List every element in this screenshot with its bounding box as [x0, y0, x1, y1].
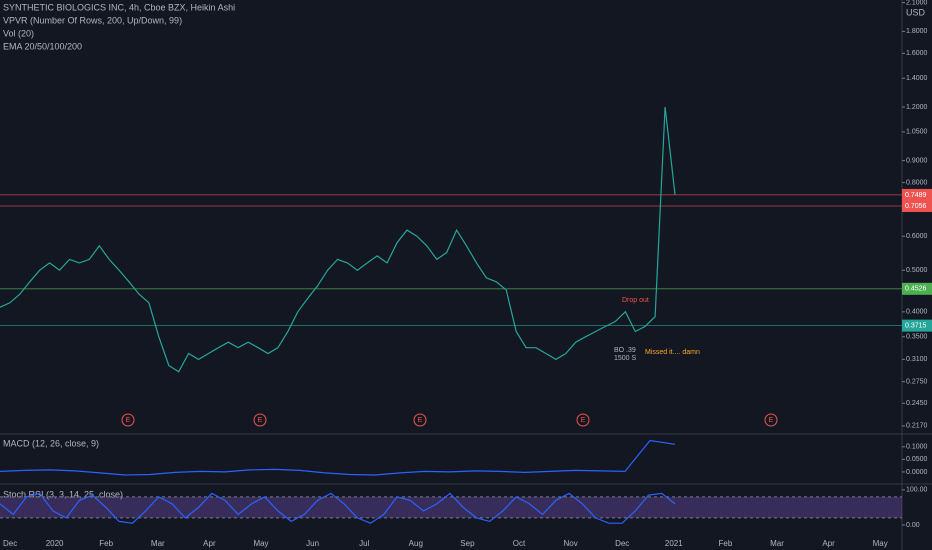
- earnings-marker: E: [258, 417, 263, 424]
- y-tick-label: 0.8000: [906, 179, 928, 186]
- time-label: May: [873, 539, 888, 548]
- y-tick-label: 1.8000: [906, 28, 928, 35]
- price-label: 0.7489: [905, 192, 927, 199]
- price-label: 0.3715: [905, 322, 927, 329]
- time-label: Jun: [306, 539, 319, 548]
- indicator-label: EMA 20/50/100/200: [3, 41, 82, 51]
- annotation: 1500 S: [614, 355, 637, 362]
- time-label: Sep: [460, 539, 475, 548]
- earnings-marker: E: [581, 417, 586, 424]
- time-label: Aug: [409, 539, 423, 548]
- price-label-box: [902, 188, 932, 201]
- time-label: Dec: [3, 539, 17, 548]
- currency: USD: [906, 7, 926, 17]
- time-label: Nov: [563, 539, 577, 548]
- earnings-circle: [576, 413, 590, 427]
- time-label: Oct: [513, 539, 526, 548]
- annotation: Drop out: [622, 297, 649, 304]
- y-tick-label: 0.1000: [906, 444, 928, 451]
- time-label: 2021: [665, 539, 683, 548]
- y-tick-label: 0.0000: [906, 469, 928, 476]
- earnings-marker: E: [126, 417, 131, 424]
- y-tick-label: 0.3100: [906, 356, 928, 363]
- y-tick-label: 0.2170: [906, 423, 928, 430]
- earnings-marker: E: [769, 417, 774, 424]
- price-label-box: [902, 282, 932, 295]
- earnings-markers: E E E E E: [121, 413, 778, 427]
- time-label: Dec: [615, 539, 629, 548]
- y-tick-label: 0.3500: [906, 334, 928, 341]
- y-tick-label: 100.00: [906, 487, 928, 494]
- time-label: Mar: [151, 539, 165, 548]
- indicator-label: Vol (20): [3, 28, 34, 38]
- price-line-series: [0, 106, 676, 373]
- y-tick-label: 0.4000: [906, 309, 928, 316]
- annotation: BO .39: [614, 347, 636, 354]
- time-label: May: [253, 539, 268, 548]
- time-label: Apr: [822, 539, 835, 548]
- y-tick-label: 0.6000: [906, 233, 928, 240]
- symbol-title: SYNTHETIC BIOLOGICS INC, 4h, Cboe BZX, H…: [3, 2, 235, 12]
- y-tick-label: 0.00: [906, 522, 920, 529]
- y-tick-label: 1.4000: [906, 75, 928, 82]
- time-label: Apr: [203, 539, 216, 548]
- earnings-circle: [121, 413, 135, 427]
- price-label-box: [902, 319, 932, 332]
- time-label: Feb: [719, 539, 733, 548]
- indicator-label: VPVR (Number Of Rows, 200, Up/Down, 99): [3, 15, 182, 25]
- earnings-circle: [253, 413, 267, 427]
- y-tick-label: 0.0500: [906, 456, 928, 463]
- time-label: Mar: [770, 539, 784, 548]
- price-label: 0.7056: [905, 203, 927, 210]
- time-label: 2020: [46, 539, 64, 548]
- price-label: 0.4526: [905, 286, 927, 293]
- y-tick-label: 0.2750: [906, 379, 928, 386]
- pane-title: Stoch RSI (3, 3, 14, 25, close): [3, 489, 123, 499]
- y-tick-label: 2.1000: [906, 0, 928, 6]
- earnings-circle: [413, 413, 427, 427]
- price-label-box: [902, 200, 932, 213]
- earnings-marker: E: [418, 417, 423, 424]
- time-label: Jul: [359, 539, 369, 548]
- y-tick-label: 0.5000: [906, 267, 928, 274]
- y-tick-label: 0.2450: [906, 400, 928, 407]
- stoch-band: [0, 496, 902, 518]
- price-line-series: [0, 439, 676, 476]
- earnings-circle: [764, 413, 778, 427]
- annotation: Missed it.... damn: [645, 349, 700, 356]
- y-tick-label: 1.0500: [906, 129, 928, 136]
- time-label: Feb: [99, 539, 113, 548]
- pane-title: MACD (12, 26, close, 9): [3, 438, 99, 448]
- price-line-series: [0, 492, 676, 524]
- y-tick-label: 1.6000: [906, 50, 928, 57]
- y-tick-label: 0.9000: [906, 157, 928, 164]
- y-tick-label: 1.2000: [906, 104, 928, 111]
